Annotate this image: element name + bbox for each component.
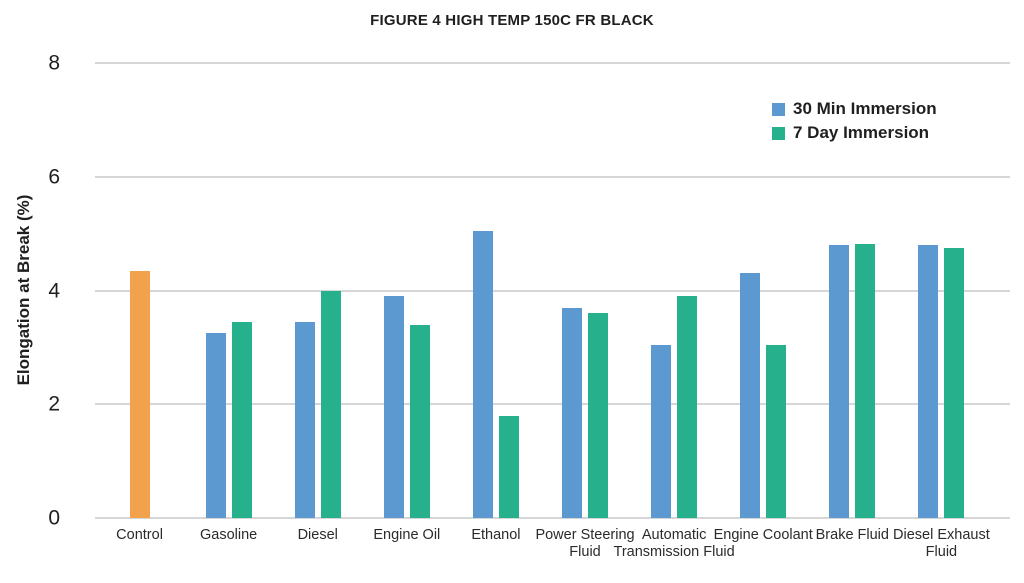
gridline-8: [95, 62, 1010, 64]
bar-engine-oil-7-day-immersion: [409, 324, 430, 518]
chart-title: FIGURE 4 HIGH TEMP 150C FR BLACK: [370, 12, 654, 29]
bar-automatic-transmission-fluid-30-min-immersion: [651, 344, 672, 518]
bars-container: [95, 63, 986, 518]
bar-brake-fluid-7-day-immersion: [855, 243, 876, 518]
bar-engine-coolant-30-min-immersion: [740, 273, 761, 518]
x-label-cell-brake-fluid: Brake Fluid: [808, 527, 897, 581]
gridline-2: [95, 403, 1010, 406]
bar-ethanol-30-min-immersion: [472, 230, 493, 518]
category-group-automatic-transmission-fluid: [630, 63, 719, 518]
bar-diesel-exhaust-fluid-30-min-immersion: [918, 245, 939, 518]
x-tick-label-power-steering-fluid: Power Steering Fluid: [535, 527, 635, 560]
gridline-0: [95, 517, 1010, 519]
bar-gasoline-7-day-immersion: [231, 321, 252, 518]
x-label-cell-gasoline: Gasoline: [184, 527, 273, 581]
y-tick-label-0: 0: [48, 506, 60, 530]
x-label-cell-engine-oil: Engine Oil: [362, 527, 451, 581]
bar-diesel-exhaust-fluid-7-day-immersion: [944, 247, 965, 518]
bar-control-30-min-immersion: [129, 270, 150, 518]
y-tick-label-8: 8: [48, 51, 60, 75]
category-group-control: [95, 63, 184, 518]
x-tick-label-brake-fluid: Brake Fluid: [815, 527, 889, 543]
legend: 30 Min Immersion 7 Day Immersion: [772, 99, 937, 143]
bar-gasoline-30-min-immersion: [205, 333, 226, 518]
legend-label: 7 Day Immersion: [793, 123, 930, 142]
category-group-brake-fluid: [808, 63, 897, 518]
bar-diesel-30-min-immersion: [294, 321, 315, 518]
x-tick-label-ethanol: Ethanol: [471, 527, 521, 543]
x-tick-label-control: Control: [116, 527, 163, 543]
category-group-engine-oil: [362, 63, 451, 518]
bar-brake-fluid-30-min-immersion: [829, 245, 850, 518]
bar-engine-oil-30-min-immersion: [383, 296, 404, 518]
x-tick-label-automatic-transmission-fluid: Automatic Transmission Fluid: [613, 527, 735, 560]
bar-ethanol-7-day-immersion: [498, 415, 519, 518]
category-group-gasoline: [184, 63, 273, 518]
x-label-cell-diesel-exhaust-fluid: Diesel Exhaust Fluid: [893, 527, 990, 581]
x-tick-label-diesel-exhaust-fluid: Diesel Exhaust Fluid: [893, 527, 990, 560]
category-group-diesel-exhaust-fluid: [897, 63, 986, 518]
x-tick-label-engine-oil: Engine Oil: [373, 527, 441, 543]
category-group-engine-coolant: [719, 63, 808, 518]
plot-area: [95, 62, 1010, 519]
y-tick-label-2: 2: [48, 392, 60, 416]
y-axis-tick-labels: 0 2 4 6 8: [0, 53, 84, 529]
x-tick-label-engine-coolant: Engine Coolant: [713, 527, 813, 543]
legend-item-7-day-immersion: 7 Day Immersion: [772, 123, 937, 143]
gridline-6: [95, 175, 1010, 178]
bar-diesel-7-day-immersion: [320, 290, 341, 518]
x-tick-label-diesel: Diesel: [297, 527, 338, 543]
x-label-cell-control: Control: [95, 527, 184, 581]
bar-power-steering-fluid-7-day-immersion: [588, 313, 609, 518]
x-label-cell-engine-coolant: Engine Coolant: [714, 527, 813, 581]
x-axis-labels: Control Gasoline Diesel Engine Oil Ethanol Po…: [95, 527, 990, 581]
legend-swatch-icon: [772, 102, 785, 116]
x-tick-label-gasoline: Gasoline: [200, 527, 258, 543]
x-label-cell-diesel: Diesel: [273, 527, 362, 581]
gridline-4: [95, 289, 1010, 292]
category-group-ethanol: [451, 63, 540, 518]
x-label-cell-ethanol: Ethanol: [451, 527, 540, 581]
bar-engine-coolant-7-day-immersion: [766, 344, 787, 518]
legend-swatch-icon: [772, 126, 785, 140]
legend-label: 30 Min Immersion: [793, 99, 937, 118]
x-label-cell-power-steering-fluid: Power Steering Fluid: [535, 527, 634, 581]
category-group-diesel: [273, 63, 362, 518]
y-tick-label-4: 4: [48, 279, 60, 302]
y-tick-label-6: 6: [48, 165, 60, 189]
category-group-power-steering-fluid: [540, 63, 629, 518]
x-label-cell-automatic-transmission-fluid: Automatic Transmission Fluid: [614, 527, 735, 581]
bar-power-steering-fluid-30-min-immersion: [562, 307, 583, 518]
bar-automatic-transmission-fluid-7-day-immersion: [677, 296, 698, 518]
legend-item-30-min-immersion: 30 Min Immersion: [772, 99, 937, 119]
